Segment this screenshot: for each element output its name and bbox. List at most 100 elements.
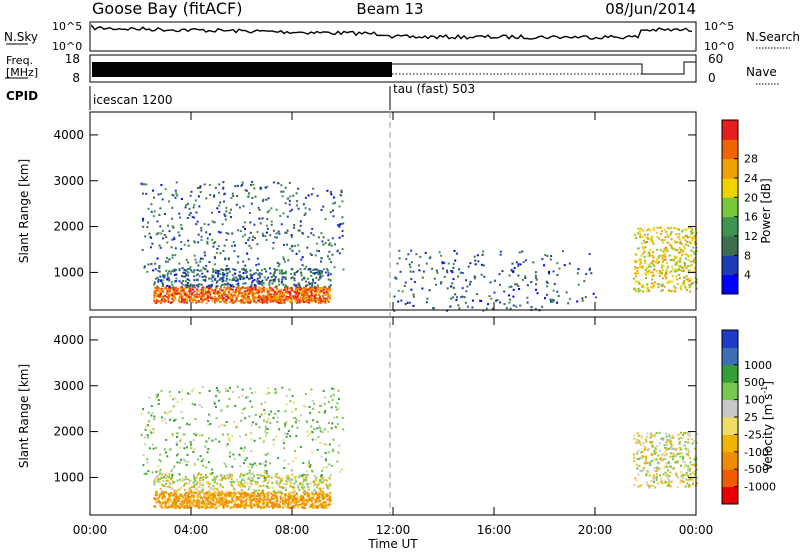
velocity-scatter-point xyxy=(194,403,196,406)
power-scatter-point xyxy=(200,226,203,229)
power-scatter-point xyxy=(322,205,325,208)
velocity-scatter-point xyxy=(658,449,661,452)
power-scatter-point xyxy=(482,250,484,253)
power-scatter-point xyxy=(302,288,305,291)
power-scatter-point xyxy=(322,287,325,290)
velocity-scatter-point xyxy=(213,401,216,404)
velocity-scatter-point xyxy=(250,483,253,486)
velocity-scatter-point xyxy=(646,449,649,451)
power-scatter-point xyxy=(517,263,520,266)
velocity-scatter-point xyxy=(290,474,293,476)
power-scatter-point xyxy=(217,245,220,248)
velocity-scatter-point xyxy=(167,485,170,488)
power-scatter-point xyxy=(180,288,183,291)
power-scatter-point xyxy=(316,268,319,271)
power-scatter-point xyxy=(213,195,216,198)
power-scatter-point xyxy=(648,265,650,268)
power-scatter-point xyxy=(202,288,204,291)
power-scatter-point xyxy=(421,287,424,290)
power-scatter-point xyxy=(283,299,286,302)
velocity-scatter-point xyxy=(208,491,211,494)
power-scatter-point xyxy=(161,300,164,303)
power-scatter-point xyxy=(150,203,153,206)
velocity-scatter-point xyxy=(320,505,323,508)
power-scatter-point xyxy=(248,244,251,247)
power-scatter-point xyxy=(664,275,667,278)
power-scatter-point xyxy=(526,284,529,287)
velocity-scatter-point xyxy=(212,506,215,508)
velocity-scatter-point xyxy=(669,452,672,455)
velocity-scatter-point xyxy=(326,484,329,487)
velocity-scatter-point xyxy=(300,499,303,502)
velocity-scatter-point xyxy=(641,450,644,453)
velocity-scatter-point xyxy=(310,469,313,472)
velocity-scatter-point xyxy=(215,491,218,494)
velocity-scatter-point xyxy=(678,446,681,449)
velocity-scatter-point xyxy=(199,482,202,485)
power-scatter-point xyxy=(280,290,282,293)
power-scatter-point xyxy=(341,235,344,237)
power-scatter-point xyxy=(213,297,216,300)
power-scatter-point xyxy=(290,287,293,290)
velocity-scatter-point xyxy=(183,484,186,487)
velocity-scatter-point xyxy=(159,453,162,456)
power-scatter-point xyxy=(672,259,675,262)
velocity-scatter-point xyxy=(333,416,336,419)
power-scatter-point xyxy=(635,253,638,256)
power-scatter-point xyxy=(652,274,655,277)
power-scatter-point xyxy=(173,274,176,276)
power-scatter-point xyxy=(276,261,279,264)
velocity-scatter-point xyxy=(666,476,669,479)
velocity-scatter-point xyxy=(321,496,324,499)
power-scatter-point xyxy=(273,291,276,294)
power-scatter-point xyxy=(268,289,271,292)
power-scatter-point xyxy=(156,276,159,279)
power-scatter-point xyxy=(256,243,259,246)
power-scatter-point xyxy=(188,268,191,271)
power-scatter-point xyxy=(217,275,219,278)
power-scatter-point xyxy=(197,289,200,292)
velocity-scatter-point xyxy=(282,442,285,445)
power-scatter-point xyxy=(203,183,206,186)
velocity-scatter-point xyxy=(311,495,314,498)
velocity-scatter-point xyxy=(635,479,638,482)
power-scatter-point xyxy=(171,217,174,220)
velocity-scatter-point xyxy=(169,448,172,451)
power-scatter-point xyxy=(646,270,649,273)
velocity-scatter-point xyxy=(645,457,648,460)
velocity-scatter-point xyxy=(691,442,694,445)
power-scatter-point xyxy=(159,207,162,210)
velocity-scatter-point xyxy=(292,488,295,491)
power-scatter-point xyxy=(173,280,176,283)
power-scatter-point xyxy=(231,232,234,235)
velocity-scatter-point xyxy=(150,431,153,434)
power-scatter-point xyxy=(683,269,685,272)
power-scatter-point xyxy=(667,226,670,229)
power-scatter-point xyxy=(217,273,220,276)
velocity-scatter-point xyxy=(328,476,331,479)
power-scatter-point xyxy=(322,300,325,303)
power-scatter-point xyxy=(558,267,561,270)
velocity-scatter-point xyxy=(191,486,193,489)
velocity-scatter-point xyxy=(670,443,672,446)
velocity-scatter-point xyxy=(310,497,313,500)
velocity-scatter-point xyxy=(284,422,287,425)
velocity-scatter-point xyxy=(237,491,240,494)
velocity-scatter-point xyxy=(159,472,162,475)
power-scatter-point xyxy=(224,218,227,221)
velocity-scatter-point xyxy=(219,500,222,503)
power-scatter-point xyxy=(204,279,207,281)
power-scatter-point xyxy=(306,297,309,300)
velocity-scatter-point xyxy=(158,501,161,504)
velocity-scatter-point xyxy=(315,491,317,494)
velocity-scatter-point xyxy=(323,504,326,507)
power-scatter-point xyxy=(157,301,159,303)
velocity-scatter-point xyxy=(209,492,212,495)
velocity-scatter-point xyxy=(633,456,636,459)
power-scatter-point xyxy=(563,264,566,267)
power-scatter-point xyxy=(549,258,552,261)
power-scatter-point xyxy=(162,297,165,300)
velocity-scatter-point xyxy=(671,448,674,451)
power-scatter-point xyxy=(292,194,295,197)
power-scatter-point xyxy=(693,235,696,238)
